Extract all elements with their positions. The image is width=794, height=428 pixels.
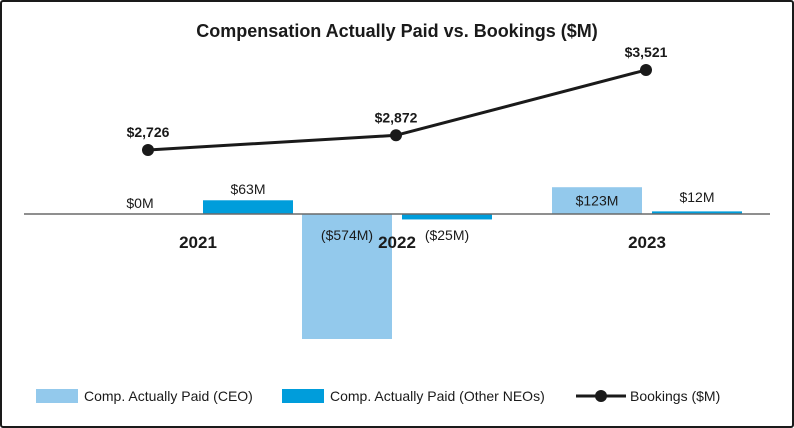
bar-ceo-2022	[302, 214, 392, 339]
bar-neo-2022	[402, 214, 492, 220]
legend-swatch-0	[36, 389, 78, 403]
line-layer: $2,726 $2,872 $3,521	[127, 44, 668, 156]
legend-label-2: Bookings ($M)	[630, 388, 720, 404]
bookings-label-2021: $2,726	[127, 124, 170, 140]
category-label-2023: 2023	[628, 233, 666, 252]
bar-neo-2021	[203, 200, 293, 214]
chart-title: Compensation Actually Paid vs. Bookings …	[196, 21, 597, 41]
bar-label-neo-2023: $12M	[679, 189, 714, 205]
bar-neo-2023	[652, 211, 742, 214]
bar-label-neo-2021: $63M	[230, 181, 265, 197]
bar-label-ceo-2023: $123M	[576, 193, 619, 209]
bar-label-ceo-2022: ($574M)	[321, 227, 373, 243]
legend: Comp. Actually Paid (CEO) Comp. Actually …	[36, 388, 720, 404]
bar-label-neo-2022: ($25M)	[425, 227, 469, 243]
bookings-point-2021	[142, 144, 154, 156]
bar-label-layer: $0M ($574M) $123M $63M ($25M) $12M	[126, 181, 714, 243]
bar-ceo-2023	[552, 187, 642, 214]
category-label-layer: 2021 2022 2023	[179, 233, 666, 252]
category-label-2021: 2021	[179, 233, 217, 252]
legend-label-1: Comp. Actually Paid (Other NEOs)	[330, 388, 545, 404]
legend-marker-2	[595, 390, 607, 402]
bookings-label-2022: $2,872	[375, 109, 418, 125]
bookings-label-2023: $3,521	[625, 44, 668, 60]
bar-layer	[203, 187, 742, 339]
category-label-2022: 2022	[378, 233, 416, 252]
legend-swatch-1	[282, 389, 324, 403]
legend-label-0: Comp. Actually Paid (CEO)	[84, 388, 253, 404]
bookings-point-2022	[390, 129, 402, 142]
bookings-point-2023	[640, 64, 652, 76]
bar-label-ceo-2021: $0M	[126, 195, 153, 211]
